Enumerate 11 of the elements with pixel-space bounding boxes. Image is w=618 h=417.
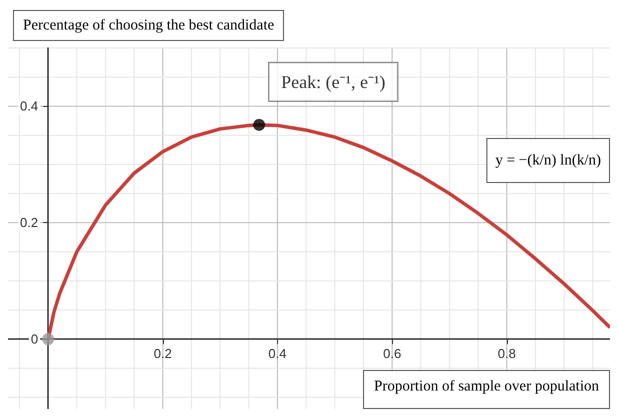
annotation: Peak: (e⁻¹, e⁻¹) bbox=[281, 72, 386, 92]
x-axis-title: Proportion of sample over population bbox=[374, 378, 600, 394]
y-tick-label: 0.4 bbox=[20, 98, 38, 114]
y-tick-label: 0.2 bbox=[20, 215, 38, 230]
x-tick-label: 0.6 bbox=[383, 346, 402, 362]
x-tick-label: 0.4 bbox=[268, 346, 287, 362]
x-tick-label: 0.2 bbox=[154, 346, 172, 362]
y-tick-label: 0 bbox=[30, 332, 38, 347]
annotation: y = −(k/n) ln(k/n) bbox=[495, 152, 602, 168]
x-tick-label: 0.8 bbox=[498, 346, 516, 362]
chart-title: Percentage of choosing the best candidate bbox=[23, 18, 274, 34]
